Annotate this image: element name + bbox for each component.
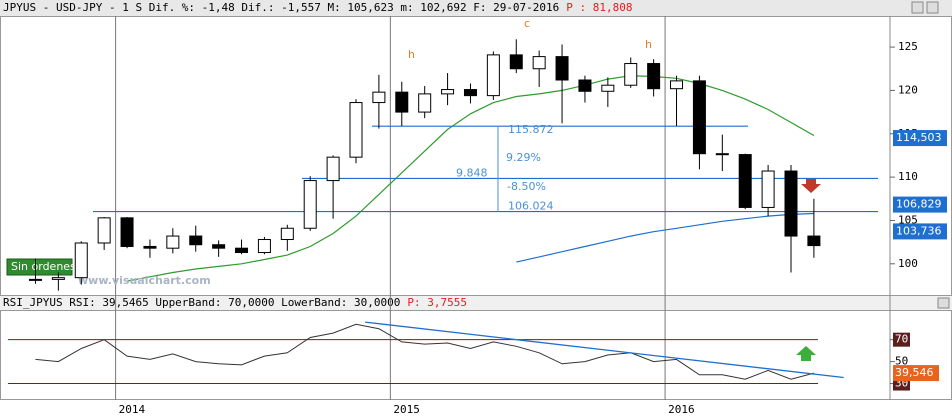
- level-label: 115.872: [508, 123, 554, 136]
- level-label: 106.024: [508, 200, 554, 213]
- price-label: 103,736: [896, 224, 942, 237]
- candle-body: [463, 89, 477, 97]
- candle-body: [692, 80, 706, 155]
- candle-body: [28, 278, 42, 281]
- moving-average: [516, 212, 814, 263]
- watermark: www.visualchart.com: [78, 274, 211, 287]
- candle-body: [578, 79, 592, 92]
- x-tick-label: 2015: [393, 403, 420, 416]
- rsi-label: 39,546: [895, 366, 934, 379]
- rsi-title: RSI_JPYUS RSI: 39,5465 UpperBand: 70,000…: [3, 296, 400, 309]
- annotation: h: [408, 48, 415, 61]
- y-tick-label: 125: [898, 40, 918, 53]
- candle-body: [74, 242, 88, 279]
- candle-body: [166, 235, 180, 249]
- candle-body: [372, 91, 386, 104]
- rsi-line: [35, 323, 815, 380]
- candle-body: [418, 93, 432, 113]
- candle-body: [647, 63, 661, 90]
- candle-body: [761, 170, 775, 208]
- annotation: h: [645, 38, 652, 51]
- y-tick-label: 105: [898, 213, 918, 226]
- window-button[interactable]: [937, 297, 950, 309]
- trend-line: [365, 321, 844, 379]
- candle-body: [280, 227, 294, 241]
- price-label-box: [893, 196, 947, 213]
- candle-body: [601, 84, 615, 92]
- rsi-label-box: [893, 365, 939, 382]
- candle-body: [441, 89, 455, 95]
- candle-body: [349, 102, 363, 158]
- candle-body: [189, 235, 203, 246]
- annotation: -8.50%: [507, 180, 546, 193]
- candle-body: [670, 80, 684, 90]
- candle-body: [120, 217, 134, 247]
- candle-body: [395, 91, 409, 113]
- level-label: 9.848: [456, 166, 488, 179]
- candle-body: [51, 277, 65, 280]
- annotation: c: [524, 17, 530, 30]
- candle-body: [486, 54, 500, 97]
- candle-body: [715, 153, 729, 156]
- candle-body: [257, 239, 271, 254]
- orders-badge: [6, 258, 73, 276]
- candle-body: [143, 245, 157, 249]
- chart-title: JPYUS - USD-JPY - 1 S Dif. %: -1,48 Dif.…: [3, 1, 559, 14]
- y-tick-label: 110: [898, 170, 918, 183]
- y-tick-label: 50: [895, 355, 908, 368]
- window-button[interactable]: [911, 1, 924, 14]
- y-tick-label: 120: [898, 83, 918, 96]
- candle-body: [509, 54, 523, 70]
- candle-body: [532, 56, 546, 70]
- header-bar: [0, 0, 952, 16]
- y-tick-box: [893, 332, 910, 347]
- candle-body: [326, 156, 340, 182]
- orders-label: Sin órdenes: [11, 260, 76, 273]
- y-tick-label: 100: [898, 257, 918, 270]
- buy-arrow: [796, 346, 816, 361]
- price-panel: [0, 16, 952, 296]
- candle-body: [807, 235, 821, 247]
- candle-body: [212, 244, 226, 249]
- candle-body: [235, 247, 249, 254]
- price-label-box: [893, 130, 947, 147]
- candle-body: [555, 56, 569, 81]
- price-label: 106,829: [896, 198, 942, 211]
- candle-body: [624, 63, 638, 86]
- sell-arrow: [801, 178, 821, 193]
- window-button[interactable]: [926, 1, 939, 14]
- chart-title-price: P : 81,808: [566, 1, 632, 14]
- y-tick-label: 70: [895, 333, 908, 346]
- candle-body: [97, 217, 111, 244]
- x-tick-label: 2016: [668, 403, 695, 416]
- price-label-box: [893, 223, 947, 240]
- candle-body: [738, 154, 752, 208]
- candle-body: [784, 170, 798, 237]
- rsi-header-bar: [0, 296, 952, 310]
- price-label: 114,503: [896, 131, 942, 144]
- x-tick-label: 2014: [119, 403, 146, 416]
- rsi-title-price: P: 3,7555: [407, 296, 467, 309]
- candle-body: [303, 180, 317, 229]
- annotation: 9.29%: [506, 151, 541, 164]
